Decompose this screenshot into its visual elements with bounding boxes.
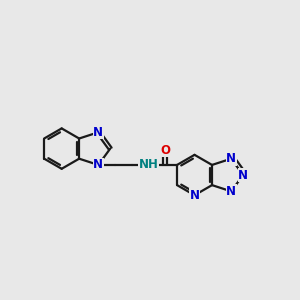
Text: N: N <box>93 126 103 139</box>
Text: N: N <box>93 158 103 171</box>
Text: N: N <box>226 152 236 165</box>
Text: N: N <box>190 189 200 202</box>
Text: N: N <box>226 185 236 198</box>
Text: O: O <box>160 144 170 157</box>
Text: NH: NH <box>139 158 159 171</box>
Text: N: N <box>238 169 248 182</box>
